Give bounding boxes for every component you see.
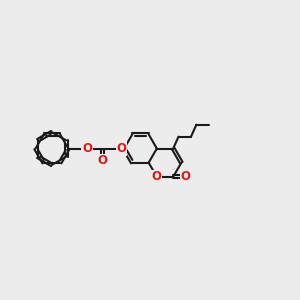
- Text: O: O: [98, 154, 107, 167]
- Text: O: O: [116, 142, 126, 155]
- Text: O: O: [181, 170, 191, 183]
- Text: O: O: [152, 170, 162, 183]
- Text: O: O: [82, 142, 92, 155]
